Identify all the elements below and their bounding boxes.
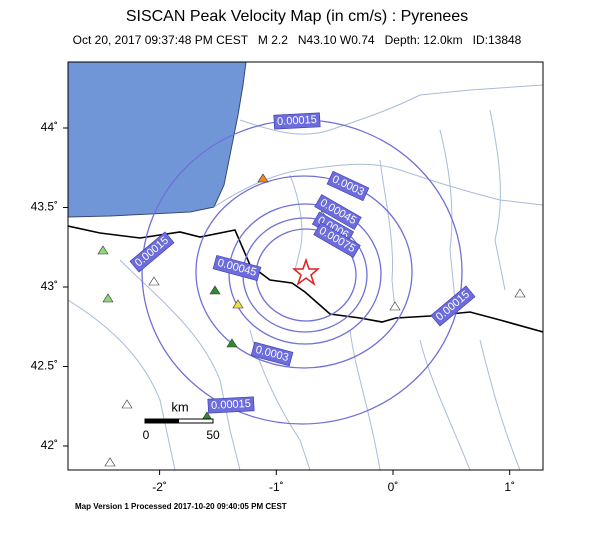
ticks: -2˚ -1˚ 0˚ 1˚ 42˚ 42.5˚ 43˚ 43.5˚ 44˚ <box>31 120 515 494</box>
contour-label-box <box>326 170 370 202</box>
y-tick-label: 44˚ <box>41 120 58 134</box>
map-frame <box>67 61 544 471</box>
map-title: SISCAN Peak Velocity Map (in cm/s) : Pyr… <box>126 8 468 25</box>
contour-label-box <box>250 341 294 367</box>
contour-label: 0.00015 <box>273 112 321 130</box>
map-subtitle: Oct 20, 2017 09:37:48 PM CEST M 2.2 N43.… <box>73 33 522 47</box>
contour-label-box <box>212 254 262 282</box>
y-tick-label: 42.5˚ <box>31 359 58 373</box>
ocean <box>68 62 247 218</box>
contour-label-box <box>314 194 362 230</box>
map-body: 0.00015 0.0003 0.00045 0.0006 0.00075 0.… <box>68 62 543 470</box>
contour-label-box <box>430 285 476 327</box>
x-tick-label: 0˚ <box>388 480 399 494</box>
footer-note: Map Version 1 Processed 2017-10-20 09:40… <box>75 502 287 511</box>
x-tick-label: -1˚ <box>269 480 284 494</box>
contour-label-box <box>313 222 361 258</box>
y-tick-label: 42˚ <box>41 438 58 452</box>
contour-label-text: 0.00015 <box>277 114 317 128</box>
scale-unit: km <box>171 399 188 414</box>
contour-label-box <box>273 112 321 130</box>
contour-label-text: 0.00015 <box>211 398 251 412</box>
contour-label-box <box>207 396 255 414</box>
scale-label: 0 <box>143 428 150 442</box>
y-tick-label: 43.5˚ <box>31 200 58 214</box>
epicenter <box>291 257 321 287</box>
contour-label-box <box>129 231 175 273</box>
scale-bar: km 0 50 <box>143 399 220 442</box>
contour-label: 0.00015 <box>207 396 255 414</box>
y-tick-label: 43˚ <box>41 279 58 293</box>
x-tick-label: -2˚ <box>152 480 167 494</box>
scale-label: 50 <box>206 428 220 442</box>
x-tick-label: 1˚ <box>504 480 515 494</box>
